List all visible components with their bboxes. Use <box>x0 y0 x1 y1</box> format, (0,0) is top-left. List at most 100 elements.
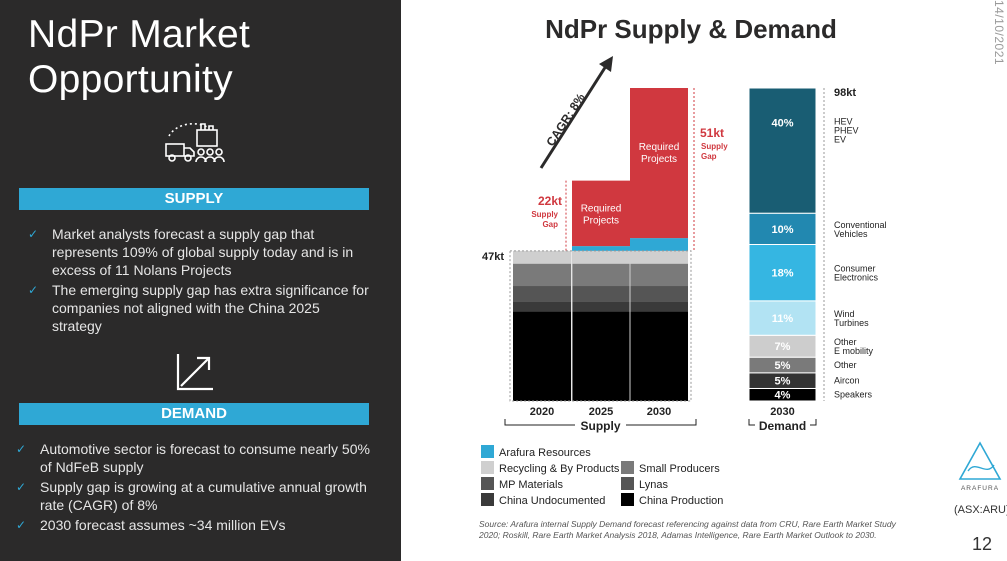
demand-segment <box>748 244 817 302</box>
bar-segment <box>513 263 571 287</box>
demand-segment-pct: 40% <box>771 118 793 130</box>
legend-swatch <box>621 461 634 474</box>
demand-group-label: Demand <box>759 419 806 433</box>
supply-gap-value: 51kt <box>700 126 724 140</box>
demand-category-label: Wind <box>834 309 855 319</box>
bar-segment <box>513 301 571 312</box>
growth-arrow-icon <box>176 354 213 391</box>
demand-category-label: Turbines <box>834 318 869 328</box>
legend-item: China Production <box>621 493 723 507</box>
bar-segment <box>572 246 630 251</box>
demand-category-label: Other <box>834 337 857 347</box>
bar-segment <box>630 250 688 264</box>
supply-bullet-text: The emerging supply gap has extra signif… <box>52 282 369 334</box>
legend-label: Recycling & By Products <box>499 463 620 475</box>
bar-segment <box>630 286 688 302</box>
legend-item: China Undocumented <box>481 493 605 507</box>
demand-segment-pct: 10% <box>771 224 793 236</box>
supply-group-bracket <box>504 419 697 426</box>
demand-segment-pct: 7% <box>775 341 791 353</box>
supply-gap-text: Gap <box>542 220 558 229</box>
legend-item: Small Producers <box>621 461 720 475</box>
demand-bullet-text: Automotive sector is forecast to consume… <box>40 441 370 475</box>
bar-segment <box>572 311 630 401</box>
check-icon: ✓ <box>28 227 39 241</box>
legend-item: Arafura Resources <box>481 445 591 459</box>
demand-category-label: Aircon <box>834 376 860 386</box>
demand-category-label: Electronics <box>834 273 879 283</box>
bar-segment <box>572 301 630 312</box>
supply-bullet: ✓ Market analysts forecast a supply gap t… <box>24 225 369 279</box>
demand-category-label: HEV <box>834 117 853 127</box>
bar-segment <box>513 250 571 264</box>
bar-segment <box>572 180 630 247</box>
required-projects-label: Required <box>639 142 680 153</box>
demand-segment <box>748 87 817 214</box>
base-supply-label: 47kt <box>482 251 504 263</box>
bar-segment <box>630 263 688 287</box>
legend-swatch <box>621 477 634 490</box>
demand-bullet: ✓ 2030 forecast assumes ~34 million EVs <box>12 516 372 534</box>
demand-segment-pct: 11% <box>772 313 794 325</box>
supply-bullet: ✓ The emerging supply gap has extra signi… <box>24 281 369 335</box>
logo-text: ARAFURA <box>961 485 999 492</box>
demand-bullet: ✓ Supply gap is growing at a cumulative a… <box>12 478 372 514</box>
demand-bullet-text: Supply gap is growing at a cumulative an… <box>40 479 367 513</box>
required-projects-label: Projects <box>583 215 619 226</box>
supply-demand-chart: 2020 2025 203047ktRequiredProjectsRequired… <box>482 56 887 433</box>
title-line-2: Opportunity <box>28 58 233 101</box>
page-number: 12 <box>972 534 993 554</box>
bar-segment <box>513 286 571 302</box>
legend-label: MP Materials <box>499 479 563 491</box>
bar-segment <box>630 238 688 251</box>
demand-category-label: PHEV <box>834 126 859 136</box>
demand-segment-pct: 4% <box>775 390 791 402</box>
source-note: Source: Arafura internal Supply Demand f… <box>479 519 896 540</box>
x-tick-label: 2025 <box>589 406 613 418</box>
demand-banner: DEMAND <box>19 403 369 425</box>
demand-segment <box>748 300 817 336</box>
supply-gap-text: Supply <box>531 210 558 219</box>
supply-banner: SUPPLY <box>19 188 369 210</box>
supply-group-label: Supply <box>580 419 620 433</box>
demand-bullet: ✓ Automotive sector is forecast to consum… <box>12 440 372 476</box>
demand-category-label: E mobility <box>834 346 874 356</box>
required-projects-label: Projects <box>641 154 677 165</box>
supply-chain-icon <box>165 122 225 163</box>
left-panel: NdPr Market Opportunity SUPPLY ✓ Market a… <box>0 0 401 561</box>
bar-segment <box>513 311 571 401</box>
chart-title: NdPr Supply & Demand <box>545 14 837 44</box>
supply-gap-text: Supply <box>701 142 728 151</box>
ticker: (ASX:ARU) <box>954 504 1007 516</box>
demand-segment-pct: 18% <box>771 268 793 280</box>
legend-swatch <box>481 445 494 458</box>
check-icon: ✓ <box>16 442 27 456</box>
supply-bullets: ✓ Market analysts forecast a supply gap t… <box>24 225 369 337</box>
supply-gap-text: Gap <box>701 152 717 161</box>
right-panel: NdPr Supply & Demand 2020 2025 2030 47kt Req… <box>401 0 1007 561</box>
demand-bullets: ✓ Automotive sector is forecast to consum… <box>12 440 372 536</box>
legend-item: Recycling & By Products <box>481 461 619 475</box>
demand-segment-pct: 5% <box>775 376 791 388</box>
legend-swatch <box>481 461 494 474</box>
cagr-arrow <box>539 65 608 169</box>
x-tick-label: 2020 <box>530 406 554 418</box>
demand-category-label: Conventional <box>834 220 887 230</box>
legend-label: Small Producers <box>639 463 720 475</box>
cagr-arrowhead <box>599 56 613 72</box>
demand-category-label: Vehicles <box>834 229 868 239</box>
bar-segment <box>630 301 688 312</box>
supply-bullet-text: Market analysts forecast a supply gap th… <box>52 226 354 278</box>
title-line-1: NdPr Market <box>28 13 251 56</box>
demand-category-label: EV <box>834 135 846 145</box>
check-icon: ✓ <box>16 518 27 532</box>
demand-category-label: Speakers <box>834 390 873 400</box>
date-stamp: 14/10/2021 <box>992 0 1006 66</box>
bar-segment <box>572 250 630 264</box>
legend-swatch <box>621 493 634 506</box>
check-icon: ✓ <box>28 283 39 297</box>
legend-item: Lynas <box>621 477 668 491</box>
legend-item: MP Materials <box>481 477 563 491</box>
x-tick-label: 2030 <box>770 406 794 418</box>
